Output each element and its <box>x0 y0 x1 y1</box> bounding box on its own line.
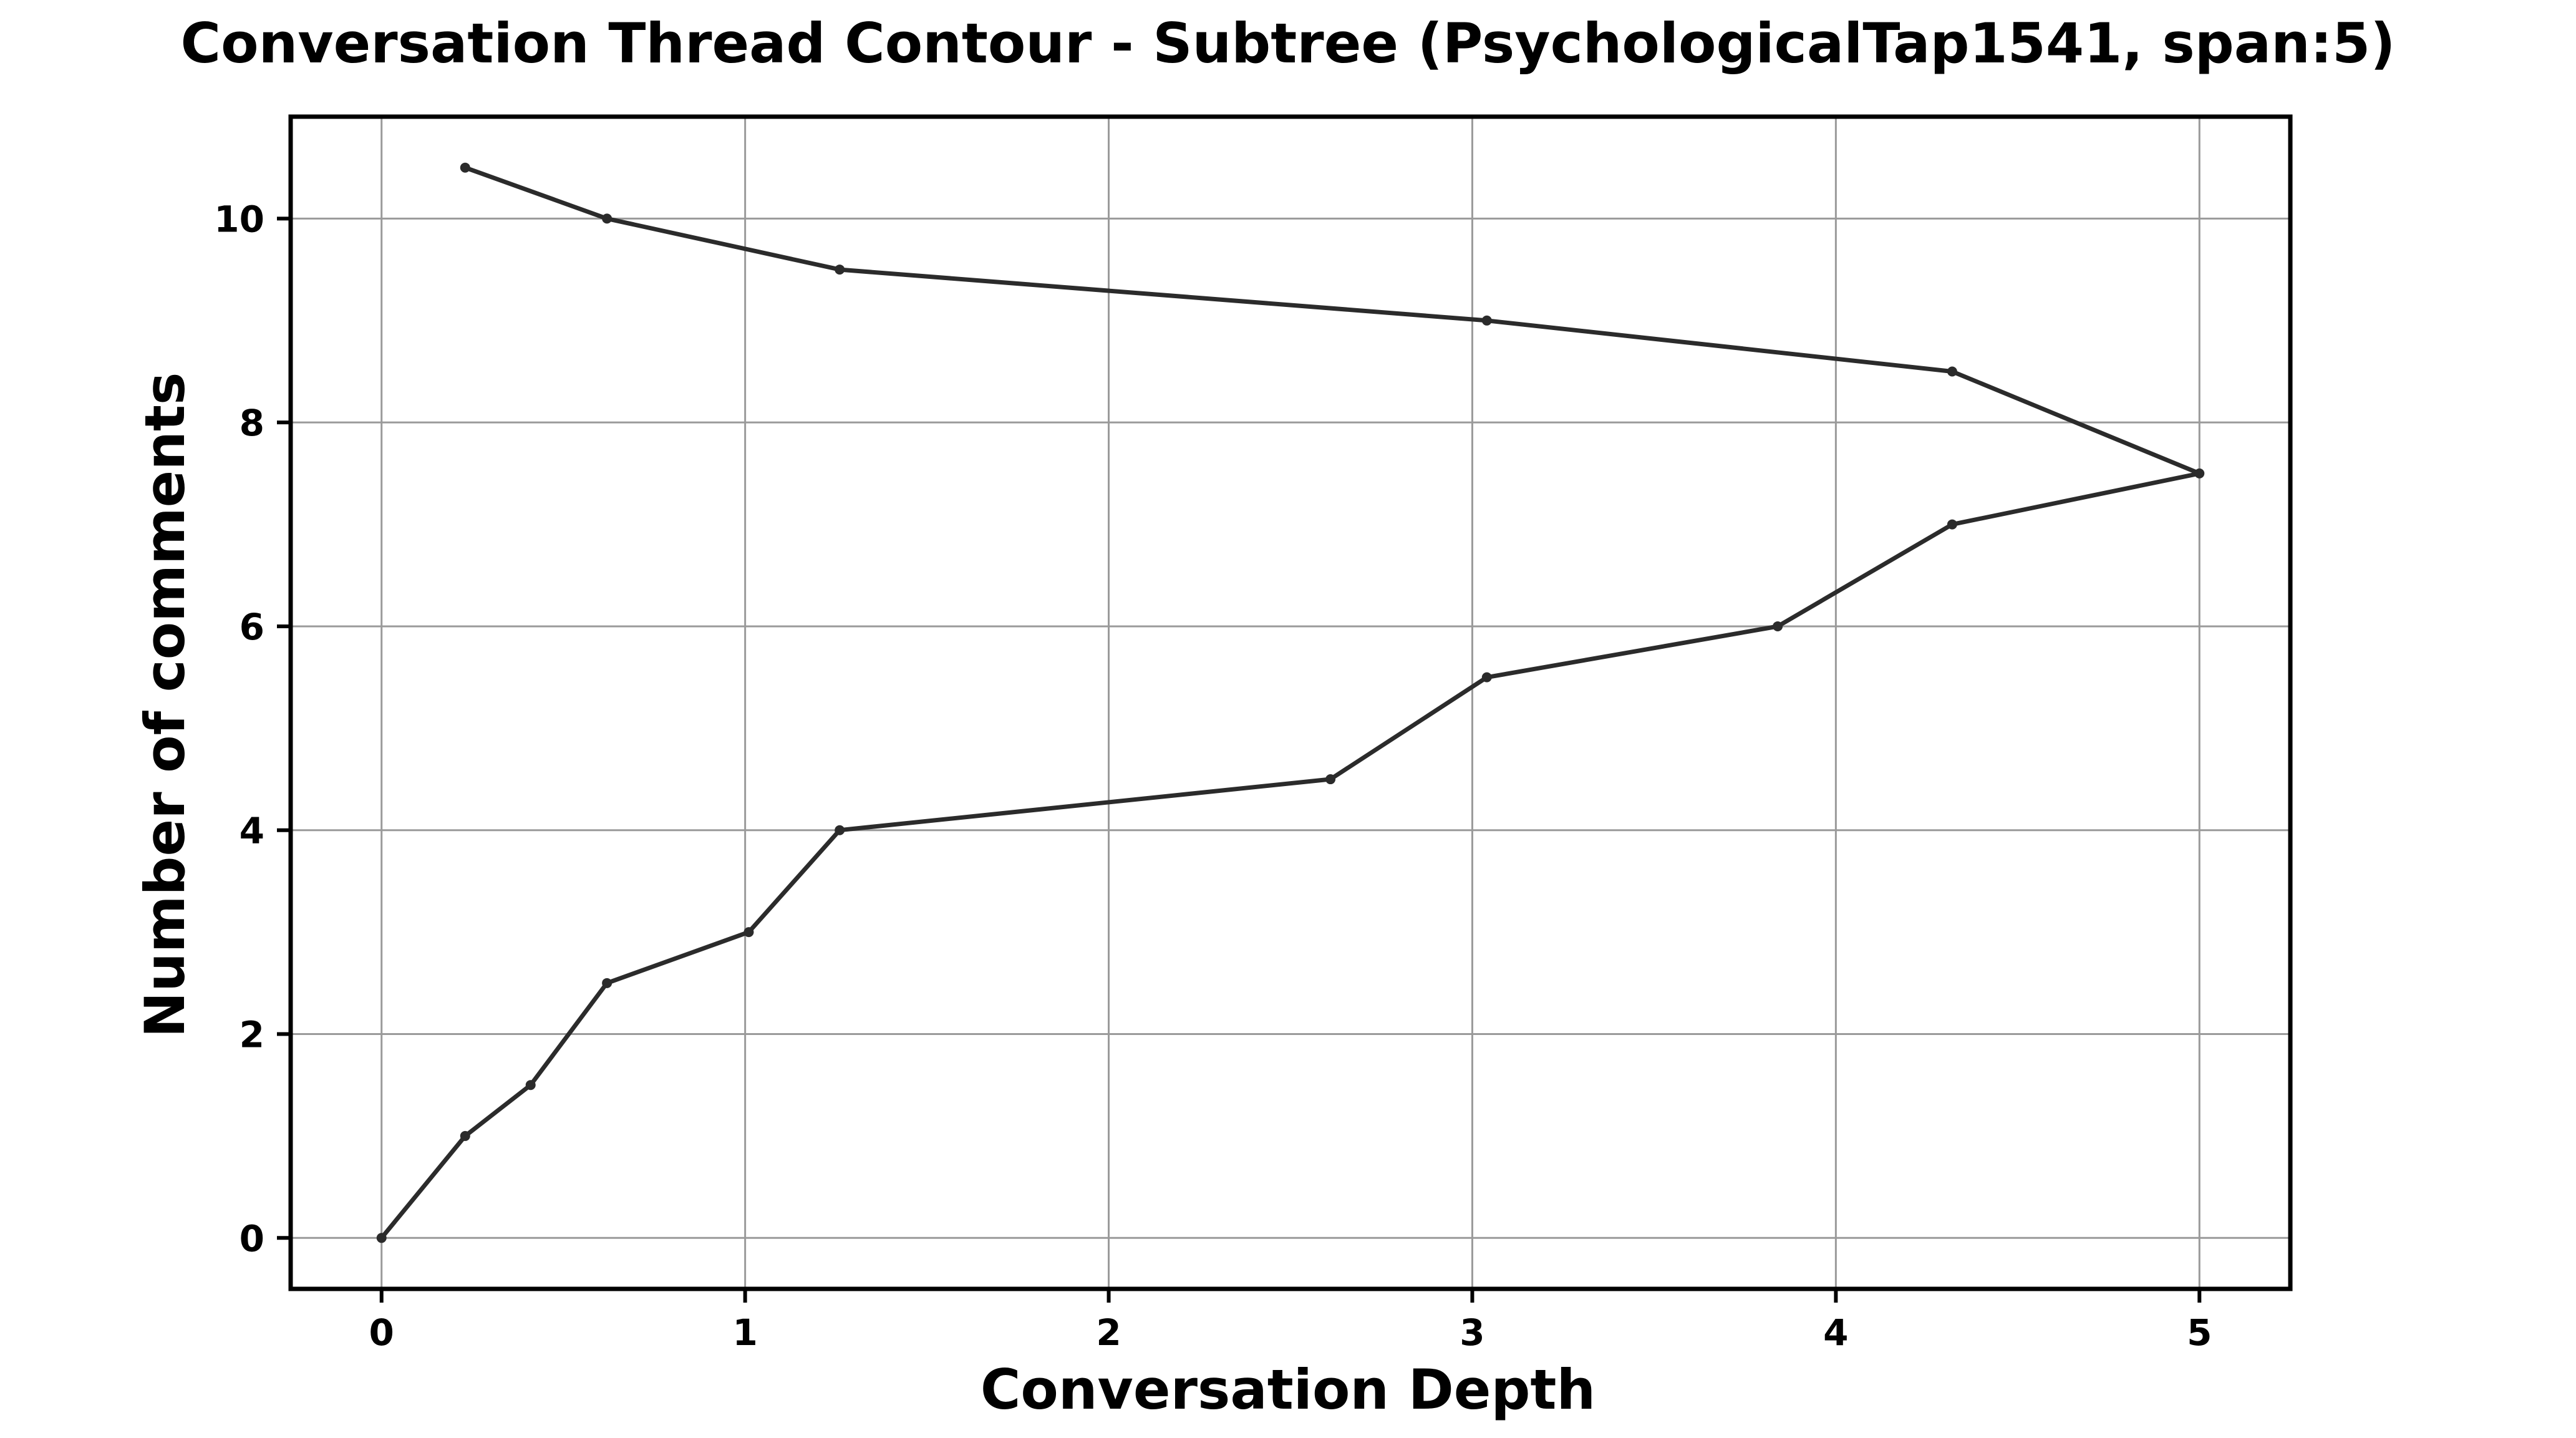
data-point <box>2194 468 2205 479</box>
y-tick-label: 0 <box>240 1217 264 1260</box>
data-point <box>602 213 613 224</box>
data-point <box>1481 672 1492 683</box>
data-point <box>1481 315 1492 326</box>
y-tick-label: 10 <box>214 198 264 240</box>
y-tick-label: 2 <box>240 1014 264 1056</box>
chart-title: Conversation Thread Contour - Subtree (P… <box>181 11 2396 75</box>
x-tick-label: 4 <box>1823 1311 1848 1354</box>
data-point <box>602 978 613 988</box>
plot-frame <box>288 114 2293 1291</box>
x-tick-label: 5 <box>2187 1311 2212 1354</box>
data-point <box>460 1130 470 1141</box>
data-point <box>743 927 754 938</box>
x-tick-label: 2 <box>1096 1311 1121 1354</box>
x-tick-label: 1 <box>732 1311 757 1354</box>
y-tick-label: 4 <box>240 810 264 852</box>
grid <box>291 117 2290 1289</box>
y-axis-label: Number of comments <box>133 372 197 1038</box>
data-point <box>1947 366 1957 377</box>
data-point <box>1325 774 1336 785</box>
data-point <box>460 162 470 173</box>
x-axis-label: Conversation Depth <box>981 1358 1595 1422</box>
series-line <box>379 165 2202 1240</box>
y-tick-label: 6 <box>240 606 264 648</box>
x-tick-label: 0 <box>369 1311 394 1354</box>
data-point <box>835 265 845 275</box>
y-tick-label: 8 <box>240 402 264 444</box>
axis-ticks: 0 1 2 3 4 5 0 2 4 6 8 10 <box>214 198 2212 1354</box>
data-point <box>525 1080 536 1091</box>
data-point <box>1947 519 1957 530</box>
data-point <box>1773 621 1783 631</box>
data-point <box>835 825 845 835</box>
data-point <box>376 1233 387 1243</box>
series-group <box>376 162 2205 1243</box>
x-tick-label: 3 <box>1460 1311 1484 1354</box>
